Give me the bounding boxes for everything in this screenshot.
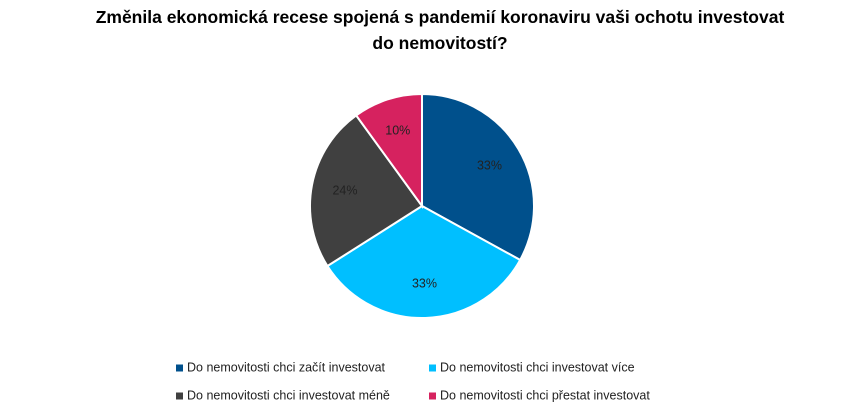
pie-slice (354, 92, 423, 210)
pie-slice (309, 113, 424, 268)
legend-label: Do nemovitosti chci investovat méně (187, 388, 390, 402)
chart-title: Změnila ekonomická recese spojená s pand… (95, 7, 785, 53)
legend-label: Do nemovitosti chci investovat více (440, 360, 635, 374)
legend-marker (176, 364, 183, 372)
data-label: 24% (332, 184, 357, 198)
legend-marker (429, 392, 436, 400)
pie-slice (326, 204, 522, 319)
data-label: 33% (477, 158, 502, 172)
data-label: 33% (412, 277, 437, 291)
data-label: 10% (385, 124, 410, 138)
legend-label: Do nemovitosti chci začít investovat (187, 360, 386, 374)
pie-slice (421, 92, 535, 262)
legend-marker (429, 364, 436, 372)
legend-marker (176, 392, 183, 400)
legend-label: Do nemovitosti chci přestat investovat (440, 388, 650, 402)
